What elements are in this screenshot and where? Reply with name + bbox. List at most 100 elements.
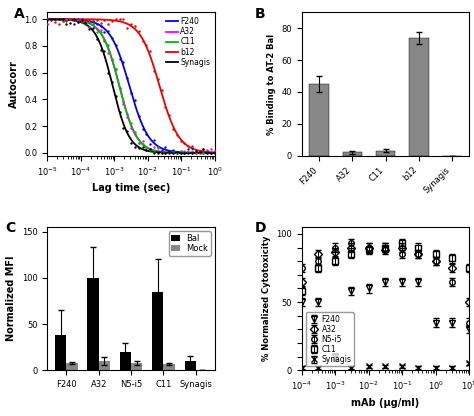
Point — [55, 20, 63, 27]
Point — [116, 85, 124, 92]
Point — [173, 150, 181, 156]
Point — [78, 18, 85, 25]
Bar — [375, 151, 395, 156]
Point — [165, 148, 173, 155]
Point — [165, 112, 173, 119]
Point — [143, 146, 150, 153]
Point — [211, 150, 219, 156]
Point — [93, 21, 100, 27]
Point — [184, 149, 192, 155]
Point — [173, 132, 181, 139]
Point — [63, 16, 70, 23]
Point — [162, 150, 169, 156]
Point — [78, 19, 85, 25]
Point — [89, 21, 97, 28]
Point — [108, 56, 116, 62]
Point — [173, 149, 181, 155]
Point — [59, 16, 66, 22]
Point — [143, 144, 150, 151]
Point — [74, 18, 82, 25]
Point — [59, 16, 66, 22]
Point — [66, 16, 74, 23]
Point — [59, 17, 66, 24]
Point — [162, 104, 169, 110]
Point — [112, 65, 119, 72]
Text: C: C — [6, 221, 16, 235]
Point — [120, 16, 128, 22]
Bar — [87, 278, 99, 370]
Point — [177, 150, 184, 156]
Point — [177, 150, 184, 156]
Point — [177, 138, 184, 144]
Point — [128, 119, 135, 126]
Point — [85, 23, 93, 30]
Point — [188, 145, 196, 152]
Point — [139, 137, 146, 144]
Point — [188, 150, 196, 156]
Point — [128, 140, 135, 146]
Point — [70, 16, 78, 22]
Point — [63, 16, 70, 22]
Bar — [184, 361, 196, 370]
Point — [66, 16, 74, 22]
Point — [100, 37, 108, 44]
Point — [158, 87, 165, 94]
Point — [154, 144, 162, 150]
Point — [146, 146, 154, 153]
Point — [74, 19, 82, 25]
Point — [181, 149, 188, 155]
Point — [135, 145, 143, 151]
Legend: F240, A32, C11, b12, Synagis: F240, A32, C11, b12, Synagis — [166, 16, 211, 67]
Point — [177, 148, 184, 154]
Point — [93, 17, 100, 23]
Point — [169, 150, 177, 156]
Point — [47, 17, 55, 24]
Point — [108, 35, 116, 41]
Point — [51, 16, 59, 22]
Point — [196, 149, 203, 156]
Point — [200, 146, 207, 153]
Point — [47, 16, 55, 22]
Point — [112, 16, 119, 22]
Point — [200, 150, 207, 156]
Point — [192, 149, 200, 155]
Point — [70, 16, 78, 22]
Point — [146, 48, 154, 55]
Point — [192, 149, 200, 156]
X-axis label: Lag time (sec): Lag time (sec) — [92, 183, 170, 193]
Point — [203, 150, 211, 156]
Point — [181, 150, 188, 156]
Point — [139, 126, 146, 132]
Point — [169, 149, 177, 156]
Point — [82, 20, 89, 27]
Point — [104, 21, 112, 27]
Point — [85, 19, 93, 26]
Point — [173, 150, 181, 156]
Point — [124, 111, 131, 117]
Point — [116, 16, 124, 22]
Bar — [99, 361, 110, 370]
Point — [135, 139, 143, 146]
Point — [188, 143, 196, 149]
Point — [139, 140, 146, 147]
Point — [207, 150, 215, 156]
Point — [165, 147, 173, 154]
Point — [74, 18, 82, 25]
Point — [131, 23, 139, 30]
Point — [51, 19, 59, 26]
Point — [116, 85, 124, 92]
Point — [70, 20, 78, 27]
Point — [131, 144, 139, 151]
Point — [146, 147, 154, 154]
Point — [200, 150, 207, 156]
Point — [211, 150, 219, 156]
Point — [55, 16, 63, 22]
Point — [93, 29, 100, 35]
Point — [82, 19, 89, 26]
Point — [158, 147, 165, 154]
Point — [200, 150, 207, 156]
Point — [192, 150, 200, 156]
Point — [150, 137, 158, 144]
Point — [162, 150, 169, 156]
Point — [93, 25, 100, 32]
